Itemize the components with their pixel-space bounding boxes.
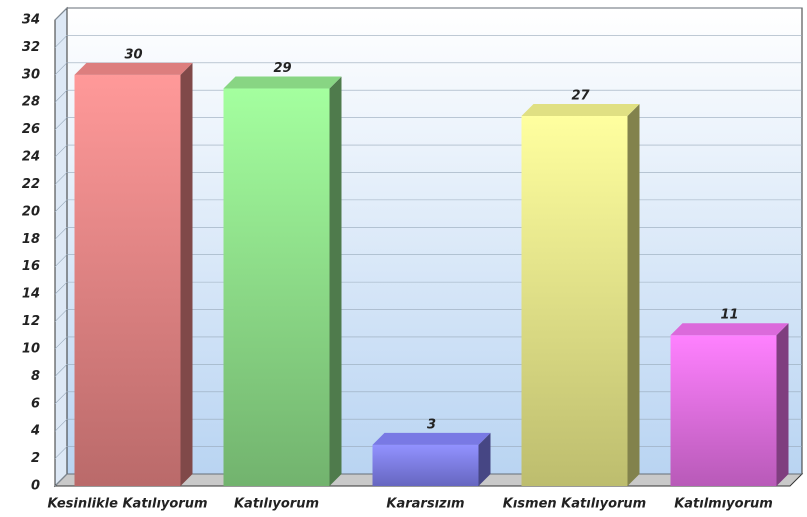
value-label: 29 [273,61,291,76]
x-tick-label: Katılmıyorum [674,497,773,512]
grid-line [54,89,802,103]
y-tick-label: 32 [22,40,40,55]
y-tick-label: 4 [30,424,40,439]
grid-line [54,62,802,76]
bar-side [329,76,342,486]
bar-top [670,323,789,336]
bar [74,74,181,486]
y-tick-label: 14 [22,287,40,302]
y-tick-label: 30 [22,67,40,82]
y-tick-label: 20 [22,204,40,219]
bar-side [478,432,491,486]
bar-side [180,62,193,487]
y-tick-label: 26 [22,122,40,137]
y-tick-label: 8 [31,369,40,384]
grid-line [54,7,802,21]
y-tick-label: 12 [22,314,40,329]
x-tick-label: Kararsızım [386,497,464,512]
bar [521,115,628,487]
value-label: 3 [427,417,436,432]
bar [372,444,479,486]
bar-top [223,76,342,89]
value-label: 11 [720,308,738,323]
bar [670,335,777,486]
x-tick-label: Katılıyorum [234,497,319,512]
x-tick-label: Kesinlikle Katılıyorum [47,497,207,512]
bar [223,88,330,486]
y-tick-label: 24 [22,150,40,165]
y-tick-label: 34 [22,13,40,28]
y-tick-label: 22 [22,177,40,192]
value-label: 27 [571,88,590,103]
bar-top [74,62,193,75]
x-tick-label: Kısmen Katılıyorum [503,497,646,512]
y-tick-label: 28 [22,95,40,110]
value-label: 30 [124,47,142,62]
grid-line [54,35,802,48]
bar-top [372,432,491,445]
y-tick-label: 10 [22,341,40,356]
y-tick-label: 18 [22,232,40,247]
bar-top [521,103,640,116]
y-tick-label: 6 [31,396,40,411]
y-tick-label: 2 [31,451,40,466]
side-wall [54,6,68,488]
y-tick-label: 0 [31,479,40,494]
bar-side [776,323,789,486]
y-tick-label: 16 [22,259,40,274]
bar-side [627,103,640,487]
